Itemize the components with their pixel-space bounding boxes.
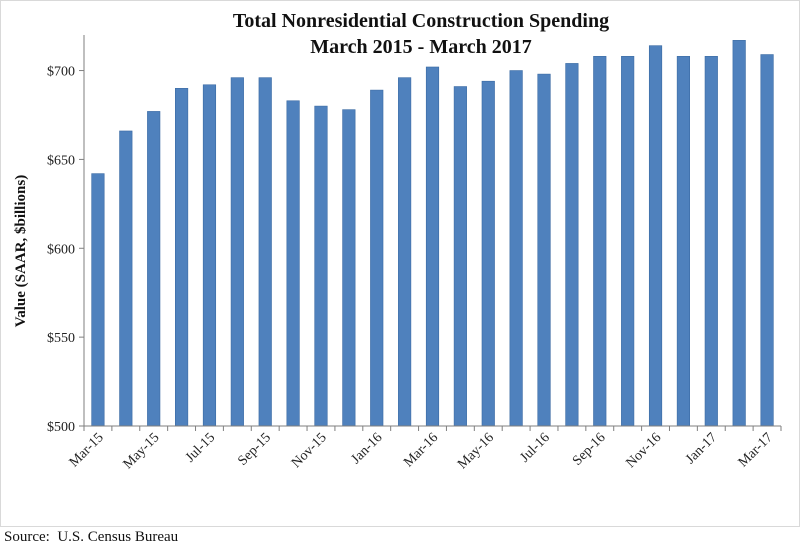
bar-Sep-15 — [258, 77, 272, 427]
x-tick-label: Nov-16 — [624, 430, 665, 471]
y-axis-label: Value (SAAR, $billions) — [13, 175, 29, 327]
x-tick-label: Mar-16 — [401, 430, 441, 470]
x-tick-label: Mar-17 — [736, 430, 776, 470]
bar-Aug-16 — [565, 63, 579, 427]
chart-title: Total Nonresidential Construction Spendi… — [233, 10, 609, 32]
x-tick-label: Sep-16 — [570, 430, 609, 469]
bar-Feb-17 — [732, 40, 746, 427]
bar-Jun-16 — [509, 70, 523, 427]
y-axis-ticks: $500 $550 $600 $650 $700 — [47, 65, 84, 435]
y-tick-label: $600 — [47, 242, 75, 257]
y-tick-label: $500 — [47, 420, 75, 435]
x-tick-label: Jan-16 — [349, 430, 386, 467]
bar-Oct-15 — [286, 100, 300, 427]
bar-series — [91, 40, 774, 427]
bar-Jul-15 — [202, 84, 217, 427]
bar-Nov-15 — [314, 105, 328, 427]
bar-Apr-15 — [119, 130, 133, 427]
bar-Jun-15 — [175, 88, 189, 427]
bar-Feb-16 — [398, 77, 412, 427]
x-tick-label: May-16 — [455, 430, 497, 472]
chart-subtitle: March 2015 - March 2017 — [310, 36, 531, 58]
x-axis-ticks: Mar-15 May-15 Jul-15 Sep-15 Nov-15 Jan-16 Mar-… — [67, 426, 782, 472]
bar-chart: Total Nonresidential Construction Spendi… — [13, 10, 782, 472]
source-note: Source: U.S. Census Bureau — [4, 529, 179, 545]
bar-Dec-15 — [342, 109, 356, 427]
x-tick-label: Jul-15 — [183, 430, 218, 465]
bar-Jan-16 — [370, 89, 384, 427]
bar-Nov-16 — [648, 45, 663, 427]
bar-Jul-16 — [537, 73, 551, 427]
x-tick-label: Jul-16 — [517, 430, 552, 465]
x-tick-label: Sep-15 — [235, 430, 274, 469]
bar-Jan-17 — [704, 56, 718, 427]
chart-axes — [83, 35, 781, 427]
y-tick-label: $700 — [47, 65, 75, 80]
y-tick-label: $550 — [47, 331, 75, 346]
chart-frame: Total Nonresidential Construction Spendi… — [0, 0, 800, 527]
x-tick-label: Mar-15 — [67, 430, 107, 470]
bar-May-15 — [147, 111, 161, 427]
bar-Apr-16 — [453, 86, 467, 427]
bar-Sep-16 — [593, 56, 607, 427]
bar-Mar-17 — [760, 54, 774, 427]
x-tick-label: May-15 — [121, 430, 163, 472]
bar-Aug-15 — [230, 77, 244, 427]
bar-Dec-16 — [676, 56, 690, 427]
y-tick-label: $650 — [47, 153, 75, 168]
bar-Mar-16 — [425, 66, 440, 427]
x-tick-label: Jan-17 — [683, 430, 720, 467]
bar-May-16 — [481, 80, 495, 427]
bar-Oct-16 — [621, 56, 635, 427]
bar-Mar-15 — [91, 173, 105, 427]
x-tick-label: Nov-15 — [289, 430, 330, 471]
